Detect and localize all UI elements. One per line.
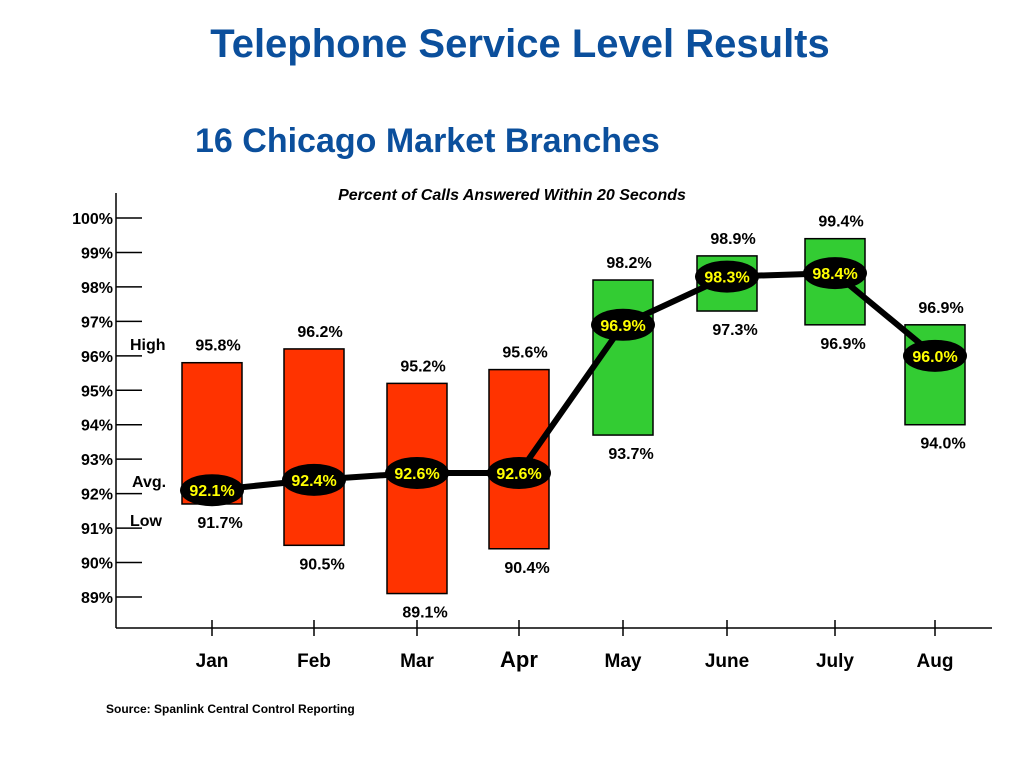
high-value-label: 98.2% bbox=[606, 255, 651, 272]
y-tick-label: 89% bbox=[81, 590, 113, 607]
x-tick-label: Jan bbox=[196, 651, 229, 672]
x-tick-label: July bbox=[816, 651, 854, 672]
avg-value-label: 96.0% bbox=[912, 349, 957, 366]
avg-value-label: 92.1% bbox=[189, 483, 234, 500]
low-value-label: 91.7% bbox=[197, 515, 242, 532]
x-tick-label: Apr bbox=[500, 647, 538, 672]
avg-point bbox=[180, 474, 244, 507]
y-tick-label: 92% bbox=[81, 487, 113, 504]
high-value-label: 95.8% bbox=[195, 338, 240, 355]
y-tick-label: 93% bbox=[81, 452, 113, 469]
source-note: Source: Spanlink Central Control Reporti… bbox=[106, 702, 355, 716]
range-bar bbox=[283, 348, 345, 547]
x-tick-label: Feb bbox=[297, 651, 331, 672]
high-value-label: 95.6% bbox=[502, 345, 547, 362]
legend-low-label: Low bbox=[130, 513, 163, 530]
y-tick-label: 100% bbox=[72, 211, 113, 228]
low-value-label: 94.0% bbox=[920, 436, 965, 453]
y-tick-label: 95% bbox=[81, 383, 113, 400]
avg-value-label: 96.9% bbox=[600, 318, 645, 335]
y-tick-label: 97% bbox=[81, 314, 113, 331]
avg-value-label: 98.3% bbox=[704, 270, 749, 287]
y-tick-label: 96% bbox=[81, 349, 113, 366]
avg-point bbox=[385, 456, 449, 489]
low-value-label: 93.7% bbox=[608, 446, 653, 463]
x-tick-label: Mar bbox=[400, 651, 434, 672]
low-value-label: 90.4% bbox=[504, 560, 549, 577]
avg-value-label: 98.4% bbox=[812, 266, 857, 283]
x-tick-label: May bbox=[605, 651, 642, 672]
low-value-label: 96.9% bbox=[820, 336, 865, 353]
high-value-label: 98.9% bbox=[710, 231, 755, 248]
y-tick-label: 90% bbox=[81, 556, 113, 573]
avg-point bbox=[803, 257, 867, 290]
avg-point bbox=[695, 260, 759, 293]
y-tick-label: 99% bbox=[81, 245, 113, 262]
y-tick-label: 98% bbox=[81, 280, 113, 297]
avg-point bbox=[591, 308, 655, 341]
low-value-label: 89.1% bbox=[402, 605, 447, 622]
low-value-label: 97.3% bbox=[712, 322, 757, 339]
high-value-label: 95.2% bbox=[400, 358, 445, 375]
avg-point bbox=[487, 456, 551, 489]
x-tick-label: June bbox=[705, 651, 749, 672]
legend-avg-label: Avg. bbox=[132, 474, 166, 491]
x-tick-label: Aug bbox=[917, 651, 954, 672]
page-title: Telephone Service Level Results bbox=[210, 22, 830, 66]
y-tick-label: 91% bbox=[81, 521, 113, 538]
avg-value-label: 92.6% bbox=[496, 466, 541, 483]
low-value-label: 90.5% bbox=[299, 556, 344, 573]
chart-title: Percent of Calls Answered Within 20 Seco… bbox=[338, 187, 686, 204]
avg-value-label: 92.6% bbox=[394, 466, 439, 483]
y-tick-label: 94% bbox=[81, 418, 113, 435]
avg-point bbox=[903, 339, 967, 372]
high-value-label: 96.9% bbox=[918, 300, 963, 317]
high-value-label: 99.4% bbox=[818, 214, 863, 231]
avg-value-label: 92.4% bbox=[291, 473, 336, 490]
range-bar bbox=[592, 279, 654, 436]
page-subtitle: 16 Chicago Market Branches bbox=[195, 122, 660, 160]
high-value-label: 96.2% bbox=[297, 324, 342, 341]
legend-high-label: High bbox=[130, 337, 166, 354]
avg-point bbox=[282, 463, 346, 496]
